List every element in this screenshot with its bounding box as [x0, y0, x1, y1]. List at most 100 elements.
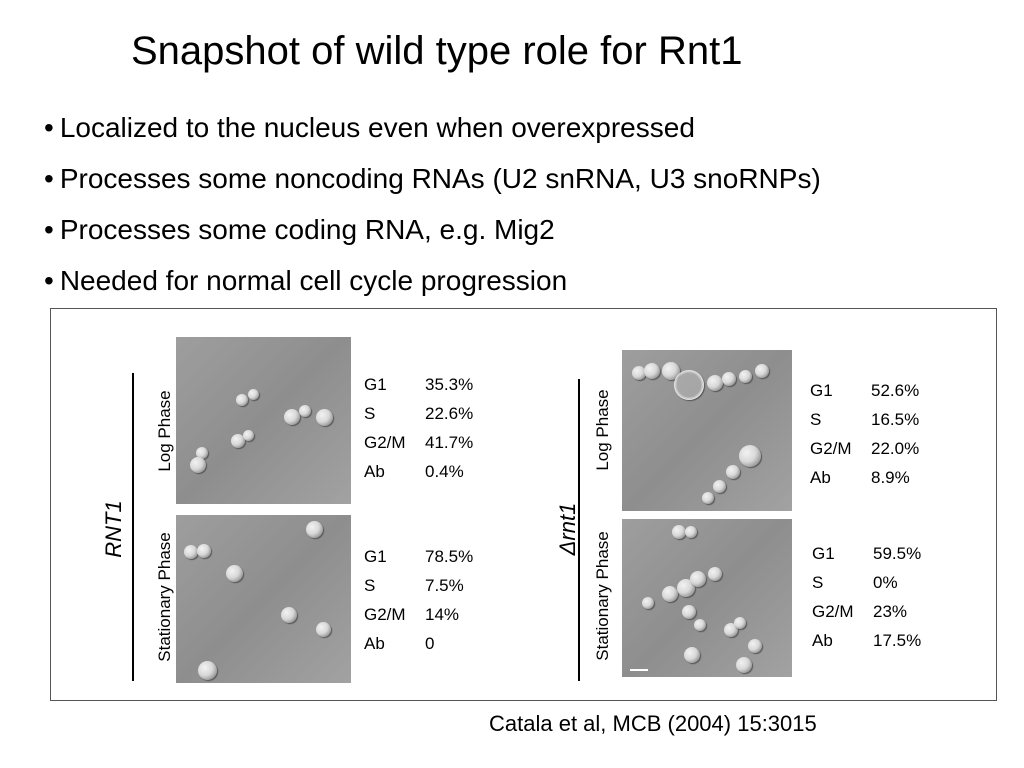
- stat-row: S 16.5%: [810, 405, 919, 434]
- stat-value: 0: [425, 634, 435, 653]
- stat-label: G1: [812, 544, 835, 563]
- yeast-cell: [197, 544, 211, 558]
- yeast-cell: [684, 647, 700, 663]
- stat-value: 22.6%: [425, 404, 474, 423]
- stat-row: Ab 0: [364, 629, 473, 658]
- bullet-item: • Processes some coding RNA, e.g. Mig2: [44, 204, 821, 255]
- stat-value: 0.4%: [425, 462, 464, 481]
- bullet-list: • Localized to the nucleus even when over…: [44, 102, 821, 306]
- stat-row: S 22.6%: [364, 399, 473, 428]
- stat-label: Ab: [364, 462, 385, 481]
- bullet-marker: •: [44, 112, 54, 143]
- yeast-cell: [739, 445, 761, 467]
- yeast-cell: [682, 605, 696, 619]
- stat-value: 17.5%: [873, 631, 922, 650]
- stat-label: G2/M: [810, 439, 852, 458]
- yeast-cell: [694, 619, 706, 631]
- stat-value: 16.5%: [871, 410, 920, 429]
- stat-row: G2/M 22.0%: [810, 434, 919, 463]
- stat-row: G1 52.6%: [810, 376, 919, 405]
- stat-label: S: [810, 410, 822, 429]
- yeast-cell: [231, 434, 245, 448]
- strain-label-rnt1: RNT1: [101, 500, 126, 558]
- yeast-cell: [662, 586, 678, 602]
- yeast-cell: [243, 430, 254, 441]
- yeast-cell: [734, 617, 746, 629]
- micrograph-drnt1-stationary: [622, 519, 792, 677]
- yeast-cell: [672, 525, 686, 539]
- stat-value: 22.0%: [871, 439, 920, 458]
- stat-row: G1 59.5%: [812, 539, 921, 568]
- yeast-cell: [316, 622, 331, 637]
- citation: Catala et al, MCB (2004) 15:3015: [489, 711, 817, 736]
- yeast-cell: [644, 363, 660, 379]
- yeast-cell: [236, 394, 248, 406]
- stat-label: S: [364, 404, 376, 423]
- yeast-cell: [281, 607, 297, 623]
- yeast-cell: [306, 521, 323, 538]
- stat-row: Ab 0.4%: [364, 457, 473, 486]
- stat-label: G2/M: [364, 433, 406, 452]
- bullet-text: Processes some coding RNA, e.g. Mig2: [59, 214, 555, 245]
- micrograph-rnt1-log: [176, 337, 351, 504]
- stat-value: 41.7%: [425, 433, 474, 452]
- stat-row: S 7.5%: [364, 571, 473, 600]
- yeast-cell: [196, 447, 208, 459]
- group-bracket: [578, 379, 580, 681]
- stats-rnt1-log: G1 35.3% S 22.6% G2/M 41.7% Ab 0.4%: [364, 370, 473, 486]
- stat-value: 14%: [425, 605, 460, 624]
- stat-value: 78.5%: [425, 547, 474, 566]
- micrograph-rnt1-stationary: [176, 515, 351, 683]
- yeast-cell: [248, 389, 259, 400]
- stat-row: S 0%: [812, 568, 921, 597]
- stat-row: G2/M 23%: [812, 597, 921, 626]
- bullet-item: • Localized to the nucleus even when over…: [44, 102, 821, 153]
- stat-row: G1 78.5%: [364, 542, 473, 571]
- phase-label-log: Log Phase: [155, 390, 174, 472]
- stat-value: 59.5%: [873, 544, 922, 563]
- bullet-marker: •: [44, 265, 54, 296]
- yeast-cell: [226, 565, 243, 582]
- stats-drnt1-log: G1 52.6% S 16.5% G2/M 22.0% Ab 8.9%: [810, 376, 919, 492]
- stat-label: G2/M: [812, 602, 854, 621]
- yeast-cell: [748, 639, 762, 653]
- stat-label: Ab: [810, 468, 831, 487]
- bullet-marker: •: [44, 163, 54, 194]
- yeast-cell: [299, 405, 311, 417]
- stat-value: 7.5%: [425, 576, 464, 595]
- stat-label: G1: [810, 381, 833, 400]
- bullet-item: • Processes some noncoding RNAs (U2 snRNA…: [44, 153, 821, 204]
- yeast-cell: [198, 661, 217, 680]
- yeast-cell: [708, 567, 722, 581]
- slide-title: Snapshot of wild type role for Rnt1: [131, 29, 743, 73]
- phase-label-stationary: Stationary Phase: [155, 532, 174, 662]
- yeast-cell: [702, 492, 714, 504]
- yeast-cell: [184, 545, 198, 559]
- stat-label: Ab: [364, 634, 385, 653]
- bullet-text: Processes some noncoding RNAs (U2 snRNA,…: [59, 163, 821, 194]
- bullet-text: Localized to the nucleus even when overe…: [59, 112, 695, 143]
- stat-row: Ab 17.5%: [812, 626, 921, 655]
- stat-label: Ab: [812, 631, 833, 650]
- yeast-cell: [713, 480, 726, 493]
- yeast-cell: [674, 370, 704, 400]
- stat-value: 35.3%: [425, 375, 474, 394]
- stat-label: G1: [364, 547, 387, 566]
- yeast-cell: [755, 364, 769, 378]
- phase-label-stationary: Stationary Phase: [593, 531, 612, 661]
- stat-row: G2/M 14%: [364, 600, 473, 629]
- stat-label: G1: [364, 375, 387, 394]
- yeast-cell: [726, 465, 740, 479]
- stat-row: Ab 8.9%: [810, 463, 919, 492]
- yeast-cell: [190, 457, 206, 473]
- yeast-cell: [662, 362, 680, 380]
- micrograph-drnt1-log: [622, 350, 792, 511]
- stat-label: S: [364, 576, 376, 595]
- stats-drnt1-stationary: G1 59.5% S 0% G2/M 23% Ab 17.5%: [812, 539, 921, 655]
- stat-value: 8.9%: [871, 468, 910, 487]
- stat-value: 23%: [873, 602, 908, 621]
- yeast-cell: [316, 409, 333, 426]
- stat-value: 52.6%: [871, 381, 920, 400]
- yeast-cell: [642, 597, 654, 609]
- stats-rnt1-stationary: G1 78.5% S 7.5% G2/M 14% Ab 0: [364, 542, 473, 658]
